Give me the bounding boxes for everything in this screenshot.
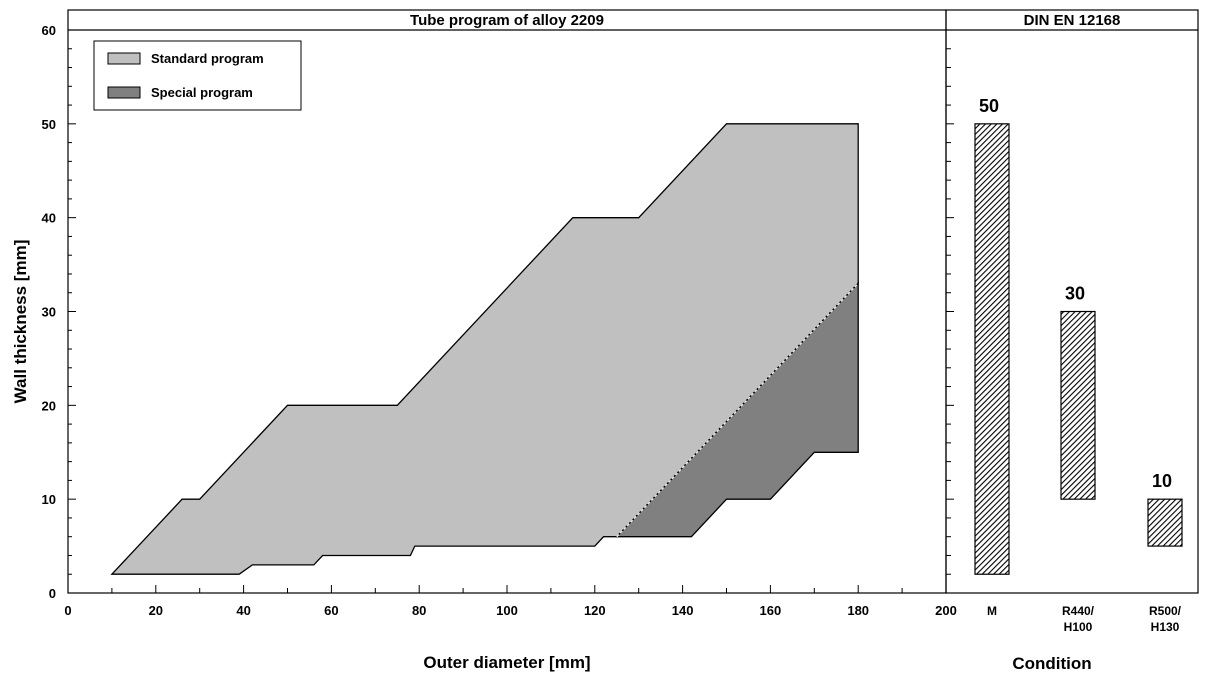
y-tick-label: 50 — [42, 117, 56, 132]
legend-swatch-special — [107, 86, 141, 99]
bar-value-label: 10 — [1152, 471, 1172, 491]
x-tick-label: 0 — [64, 603, 71, 618]
x-tick-label: 80 — [412, 603, 426, 618]
x-tick-label: 40 — [236, 603, 250, 618]
y-axis-title: Wall thickness [mm] — [11, 240, 30, 404]
x-tick-label: 160 — [760, 603, 782, 618]
condition-category-label: H130 — [1151, 620, 1180, 634]
condition-bar — [1147, 498, 1183, 547]
x-tick-label: 100 — [496, 603, 518, 618]
condition-bars: 50 M 30 R440/H100 10 R500/H130 — [974, 96, 1183, 634]
bar-value-label: 50 — [979, 96, 999, 116]
condition-category-label: H100 — [1064, 620, 1093, 634]
condition-category-label: R440/ — [1062, 604, 1095, 618]
y-tick-label: 20 — [42, 398, 56, 413]
program-areas — [110, 123, 859, 575]
y-tick-label: 40 — [42, 211, 56, 226]
condition-category-label: R500/ — [1149, 604, 1182, 618]
x-axis-ticks: 0 20 40 60 80 100 120 140 160 180 200 — [64, 585, 957, 618]
y-tick-label: 60 — [42, 23, 56, 38]
program-boundary-line — [616, 282, 859, 538]
x-tick-label: 180 — [847, 603, 869, 618]
legend-swatch-standard — [107, 52, 141, 65]
x-tick-label: 60 — [324, 603, 338, 618]
legend-label-special: Special program — [151, 85, 253, 100]
plot-title: Tube program of alloy 2209 — [410, 12, 604, 29]
y-axis-ticks: 0 10 20 30 40 50 60 — [42, 23, 76, 601]
y-tick-label: 0 — [49, 586, 56, 601]
condition-frame — [945, 9, 1199, 594]
x-axis-title: Outer diameter [mm] — [423, 653, 590, 672]
condition-category-label: M — [987, 604, 997, 618]
condition-axis-title: Condition — [1012, 654, 1091, 673]
x-tick-label: 20 — [149, 603, 163, 618]
x-tick-label: 200 — [935, 603, 957, 618]
x-tick-label: 120 — [584, 603, 606, 618]
condition-bar — [1060, 310, 1096, 500]
condition-title: DIN EN 12168 — [1024, 12, 1121, 29]
condition-bar — [974, 123, 1010, 575]
condition-axis-ticks — [946, 29, 954, 594]
legend-label-standard: Standard program — [151, 51, 264, 66]
area-standard-program — [110, 123, 859, 575]
y-tick-label: 10 — [42, 492, 56, 507]
din-en-12168-plot: 50 M 30 R440/H100 10 R500/H130 DIN EN 12168 C… — [945, 9, 1199, 673]
bar-value-label: 30 — [1065, 284, 1085, 304]
legend: Standard program Special program — [93, 40, 302, 111]
tube-program-plot: Tube program of alloy 2209 0 10 20 30 40 50 60… — [11, 9, 957, 672]
x-tick-label: 140 — [672, 603, 694, 618]
y-tick-label: 30 — [42, 305, 56, 320]
